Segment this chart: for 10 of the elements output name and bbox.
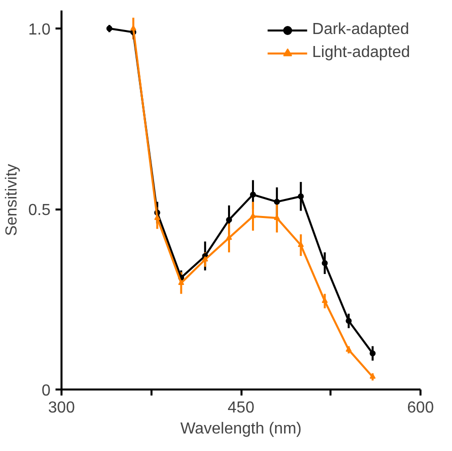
x-tick-label: 600 xyxy=(407,400,434,416)
x-axis-title: Wavelength (nm) xyxy=(180,420,302,438)
y-tick-label: 0.5 xyxy=(28,202,51,220)
legend-label: Light-adapted xyxy=(312,44,410,62)
y-tick-label: 0 xyxy=(42,382,51,400)
y-axis-title: Sensitivity xyxy=(3,164,20,236)
legend-label: Dark-adapted xyxy=(312,21,410,39)
x-tick-label: 450 xyxy=(228,400,254,416)
y-tick-label: 1.0 xyxy=(28,22,51,39)
x-tick-label: 300 xyxy=(48,400,75,416)
